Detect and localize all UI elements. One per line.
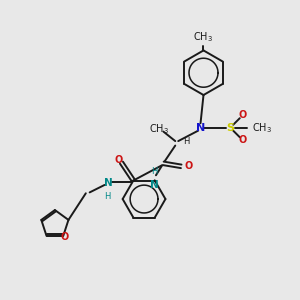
Text: CH$_3$: CH$_3$ xyxy=(252,121,272,135)
Text: O: O xyxy=(114,155,123,165)
Text: O: O xyxy=(184,161,192,171)
Text: H: H xyxy=(151,167,158,176)
Text: H: H xyxy=(104,192,111,201)
Text: H: H xyxy=(183,136,190,146)
Text: O: O xyxy=(238,110,247,120)
Text: N: N xyxy=(150,180,159,190)
Text: N: N xyxy=(104,178,112,188)
Text: CH$_3$: CH$_3$ xyxy=(194,30,214,44)
Text: O: O xyxy=(61,232,69,242)
Text: N: N xyxy=(196,123,205,133)
Text: O: O xyxy=(238,135,247,145)
Text: S: S xyxy=(226,123,234,133)
Text: CH$_3$: CH$_3$ xyxy=(149,122,169,136)
